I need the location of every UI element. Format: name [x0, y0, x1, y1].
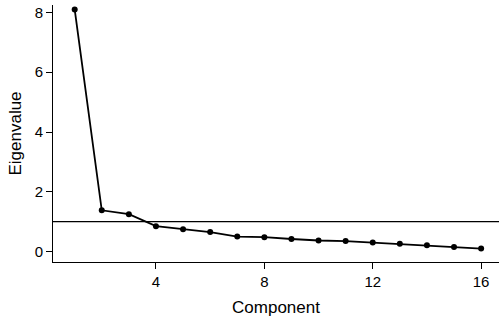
svg-text:0: 0	[35, 243, 43, 260]
svg-text:Component: Component	[232, 298, 320, 317]
svg-text:16: 16	[473, 273, 490, 290]
svg-text:8: 8	[260, 273, 268, 290]
svg-text:12: 12	[364, 273, 381, 290]
svg-text:8: 8	[35, 4, 43, 21]
svg-text:4: 4	[35, 123, 43, 140]
svg-text:6: 6	[35, 63, 43, 80]
svg-text:4: 4	[152, 273, 160, 290]
svg-text:Eigenvalue: Eigenvalue	[6, 91, 25, 175]
svg-text:2: 2	[35, 183, 43, 200]
